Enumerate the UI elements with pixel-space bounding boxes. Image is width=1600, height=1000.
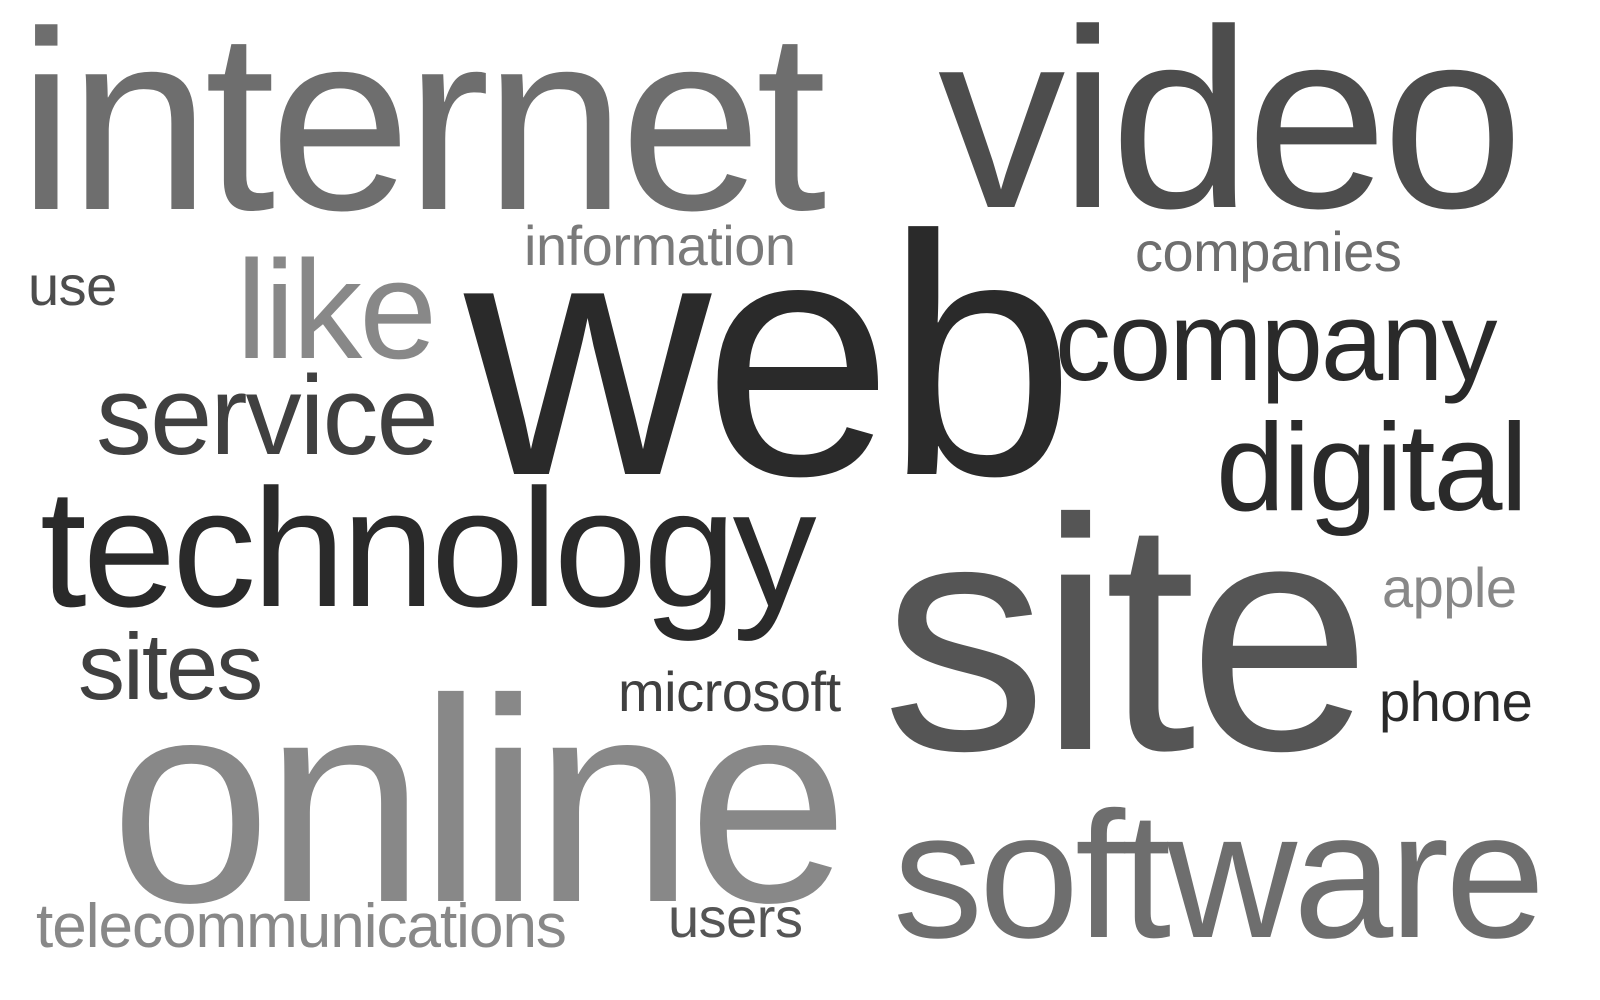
word-use: use (28, 254, 117, 317)
word-web: web (464, 165, 1075, 547)
word-users: users (668, 886, 803, 949)
word-site: site (882, 450, 1372, 819)
word-service: service (96, 353, 439, 478)
word-like: like (236, 231, 437, 388)
word-digital: digital (1216, 399, 1528, 537)
word-companies: companies (1135, 220, 1402, 283)
word-technology: technology (40, 454, 817, 642)
word-apple: apple (1382, 556, 1517, 619)
word-internet: internet (18, 0, 827, 264)
word-phone: phone (1379, 670, 1533, 733)
word-information: information (524, 214, 796, 277)
word-company: company (1055, 279, 1497, 404)
word-telecommunications: telecommunications (36, 892, 567, 961)
word-online: online (110, 639, 849, 963)
word-video: video (938, 0, 1524, 262)
word-sites: sites (78, 614, 263, 719)
word-microsoft: microsoft (618, 660, 841, 723)
word-software: software (893, 775, 1545, 976)
